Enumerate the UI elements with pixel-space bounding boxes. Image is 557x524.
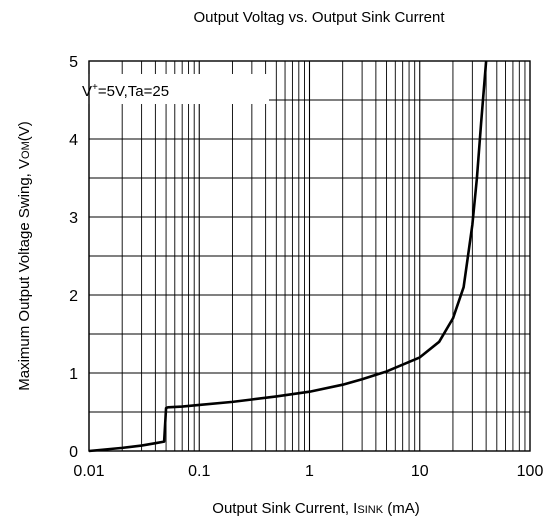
x-tick-labels: 0.01 0.1 1 10 100 [73,463,543,480]
x-axis-label-main: Output Sink Current, I [212,500,357,517]
y-axis-label-sub: OM [20,141,32,159]
annotation-sup: + [92,82,98,93]
y-tick-label: 1 [69,366,78,383]
annotation-box [79,74,269,104]
y-tick-labels: 0 1 2 3 4 5 [69,54,78,461]
y-tick-label: 5 [69,54,78,71]
grid [88,61,530,451]
x-tick-label: 10 [411,463,429,480]
x-axis-label-sub: SINK [357,504,383,516]
annotation-rest: =5V,Ta=25 [98,83,169,100]
series-layer [88,60,488,453]
annotation-label: V+=5V,Ta=25 [82,82,169,100]
series-line-1 [88,60,488,453]
x-axis-label-unit: (mA) [383,500,420,517]
plot-frame [88,60,531,452]
y-tick-label: 2 [69,288,78,305]
annotation-prefix: V [82,83,92,100]
x-tick-label: 0.1 [188,463,210,480]
chart-title: Output Voltag vs. Output Sink Current [194,9,446,26]
x-tick-label: 1 [305,463,314,480]
y-axis-label-unit: (V) [16,121,33,141]
x-axis-label: Output Sink Current, ISINK (mA) [212,500,419,517]
y-tick-label: 3 [69,210,78,227]
y-tick-label: 4 [69,132,78,149]
y-tick-label: 0 [69,444,78,461]
x-tick-label: 0.01 [73,463,104,480]
x-tick-label: 100 [517,463,544,480]
y-axis-label-main: Maximum Output Voltage Swing, V [16,159,33,391]
y-axis-label: Maximum Output Voltage Swing, VOM(V) [16,121,33,391]
